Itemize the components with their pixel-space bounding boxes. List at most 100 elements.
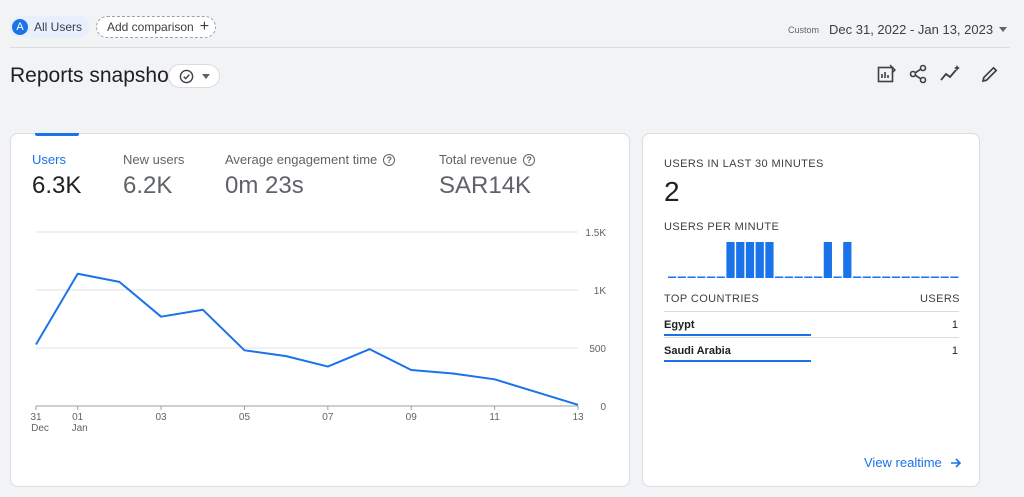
plus-icon: + bbox=[199, 18, 210, 35]
minute-bar bbox=[940, 276, 949, 278]
minute-bar bbox=[765, 242, 774, 278]
share-icon bbox=[909, 64, 927, 84]
series-line bbox=[35, 272, 579, 406]
minute-bar bbox=[852, 276, 862, 278]
minute-bar bbox=[823, 242, 832, 278]
minute-bar bbox=[843, 242, 852, 278]
realtime-card bbox=[642, 133, 980, 487]
metric-tab-users[interactable]: Users bbox=[32, 152, 66, 167]
minute-bar bbox=[687, 276, 696, 278]
y-tick-label: 1.5K bbox=[585, 228, 606, 239]
minute-bar bbox=[784, 276, 794, 278]
country-share-bar bbox=[664, 360, 811, 362]
metric-tab-total-revenue[interactable]: Total revenue ? bbox=[439, 152, 536, 167]
minute-bar bbox=[794, 276, 803, 278]
chevron-down-icon bbox=[201, 73, 210, 79]
minute-bar bbox=[901, 276, 910, 278]
header-divider bbox=[10, 47, 1010, 48]
minute-bar bbox=[697, 276, 706, 278]
metric-value-users: 6.3K bbox=[32, 172, 82, 199]
minute-bar bbox=[804, 276, 813, 278]
add-comparison-label: Add comparison bbox=[107, 20, 194, 34]
minute-bar bbox=[882, 276, 891, 278]
insights-icon bbox=[940, 65, 960, 81]
realtime-user-count: 2 bbox=[664, 176, 680, 207]
date-range-picker[interactable]: Dec 31, 2022 - Jan 13, 2023 bbox=[829, 22, 1008, 37]
metric-label-users: Users bbox=[32, 152, 66, 167]
country-name-egypt: Egypt bbox=[664, 319, 695, 331]
metric-value-total-revenue: SAR14K bbox=[439, 172, 532, 199]
users-column-header: USERS bbox=[920, 293, 960, 305]
country-share-bar bbox=[664, 334, 811, 336]
table-divider bbox=[664, 311, 959, 312]
metric-tab-new-users[interactable]: New users bbox=[123, 152, 184, 167]
metric-label-total-revenue: Total revenue bbox=[439, 152, 518, 167]
minute-bar bbox=[736, 242, 745, 278]
page-title: Reports snapshot bbox=[10, 64, 175, 87]
report-status-dropdown[interactable] bbox=[168, 64, 220, 88]
minute-bar bbox=[950, 276, 959, 278]
metric-value-new-users: 6.2K bbox=[123, 172, 173, 199]
minute-bar bbox=[872, 276, 881, 278]
minute-bar bbox=[862, 276, 871, 278]
x-month-label: Dec bbox=[31, 423, 49, 434]
minute-bar bbox=[745, 242, 755, 278]
help-icon[interactable]: ? bbox=[523, 153, 536, 166]
x-tick-label: 31 bbox=[30, 412, 42, 423]
insights-button[interactable] bbox=[938, 62, 962, 86]
minute-bar bbox=[814, 276, 823, 278]
minute-bar bbox=[891, 276, 901, 278]
minute-bar bbox=[677, 276, 686, 278]
minute-bar bbox=[930, 276, 940, 278]
minute-bar bbox=[716, 276, 725, 278]
country-users-saudi-arabia: 1 bbox=[951, 345, 958, 357]
realtime-title: USERS IN LAST 30 MINUTES bbox=[664, 158, 824, 170]
segment-avatar: A bbox=[12, 19, 28, 35]
help-icon[interactable]: ? bbox=[383, 153, 396, 166]
share-button[interactable] bbox=[906, 62, 930, 86]
view-realtime-label: View realtime bbox=[864, 455, 942, 470]
customize-report-icon bbox=[877, 64, 896, 83]
minute-bar bbox=[668, 276, 677, 278]
users-per-minute-chart bbox=[668, 242, 959, 278]
minute-bar bbox=[833, 276, 842, 278]
date-type-label: Custom bbox=[788, 25, 820, 35]
minute-bar bbox=[706, 276, 716, 278]
y-tick-label: 500 bbox=[589, 344, 606, 355]
x-tick-label: 01 bbox=[72, 412, 84, 423]
arrow-right-icon bbox=[950, 457, 961, 468]
x-tick-label: 09 bbox=[406, 412, 418, 423]
x-tick-label: 03 bbox=[156, 412, 168, 423]
country-users-egypt: 1 bbox=[951, 319, 958, 331]
edit-button[interactable] bbox=[978, 62, 1002, 86]
metric-label-avg-engagement: Average engagement time bbox=[225, 152, 378, 167]
country-name-saudi-arabia: Saudi Arabia bbox=[664, 345, 731, 357]
y-tick-label: 0 bbox=[600, 402, 606, 413]
x-month-label: Jan bbox=[72, 423, 88, 434]
x-tick-label: 05 bbox=[239, 412, 251, 423]
segment-chip-all-users[interactable]: A All Users bbox=[10, 16, 91, 38]
edit-icon bbox=[981, 66, 998, 83]
add-comparison-button[interactable]: Add comparison + bbox=[96, 16, 217, 38]
active-tab-indicator bbox=[35, 133, 79, 136]
minute-bar bbox=[755, 242, 764, 278]
x-tick-label: 07 bbox=[322, 412, 334, 423]
x-tick-label: 13 bbox=[572, 412, 584, 423]
x-tick-label: 11 bbox=[489, 412, 500, 423]
top-countries-header: TOP COUNTRIES bbox=[664, 293, 760, 305]
metric-tab-avg-engagement[interactable]: Average engagement time ? bbox=[225, 152, 396, 167]
minute-bar bbox=[911, 276, 920, 278]
check-circle-icon bbox=[179, 69, 193, 83]
y-tick-label: 1K bbox=[594, 286, 607, 297]
minute-bar bbox=[921, 276, 930, 278]
view-realtime-link[interactable]: View realtime bbox=[864, 455, 962, 470]
minute-bar bbox=[726, 242, 735, 278]
users-line-chart: 1.5K 1K 500 0 31 01 03 05 07 09 11 13 Dec Jan bbox=[30, 228, 607, 434]
date-range-text: Dec 31, 2022 - Jan 13, 2023 bbox=[829, 22, 994, 37]
metric-value-avg-engagement: 0m 23s bbox=[225, 172, 304, 199]
chevron-down-icon bbox=[999, 27, 1008, 32]
users-per-minute-title: USERS PER MINUTE bbox=[664, 221, 780, 233]
customize-report-button[interactable] bbox=[874, 62, 898, 86]
metrics-card bbox=[10, 133, 630, 487]
metric-label-new-users: New users bbox=[123, 152, 185, 167]
